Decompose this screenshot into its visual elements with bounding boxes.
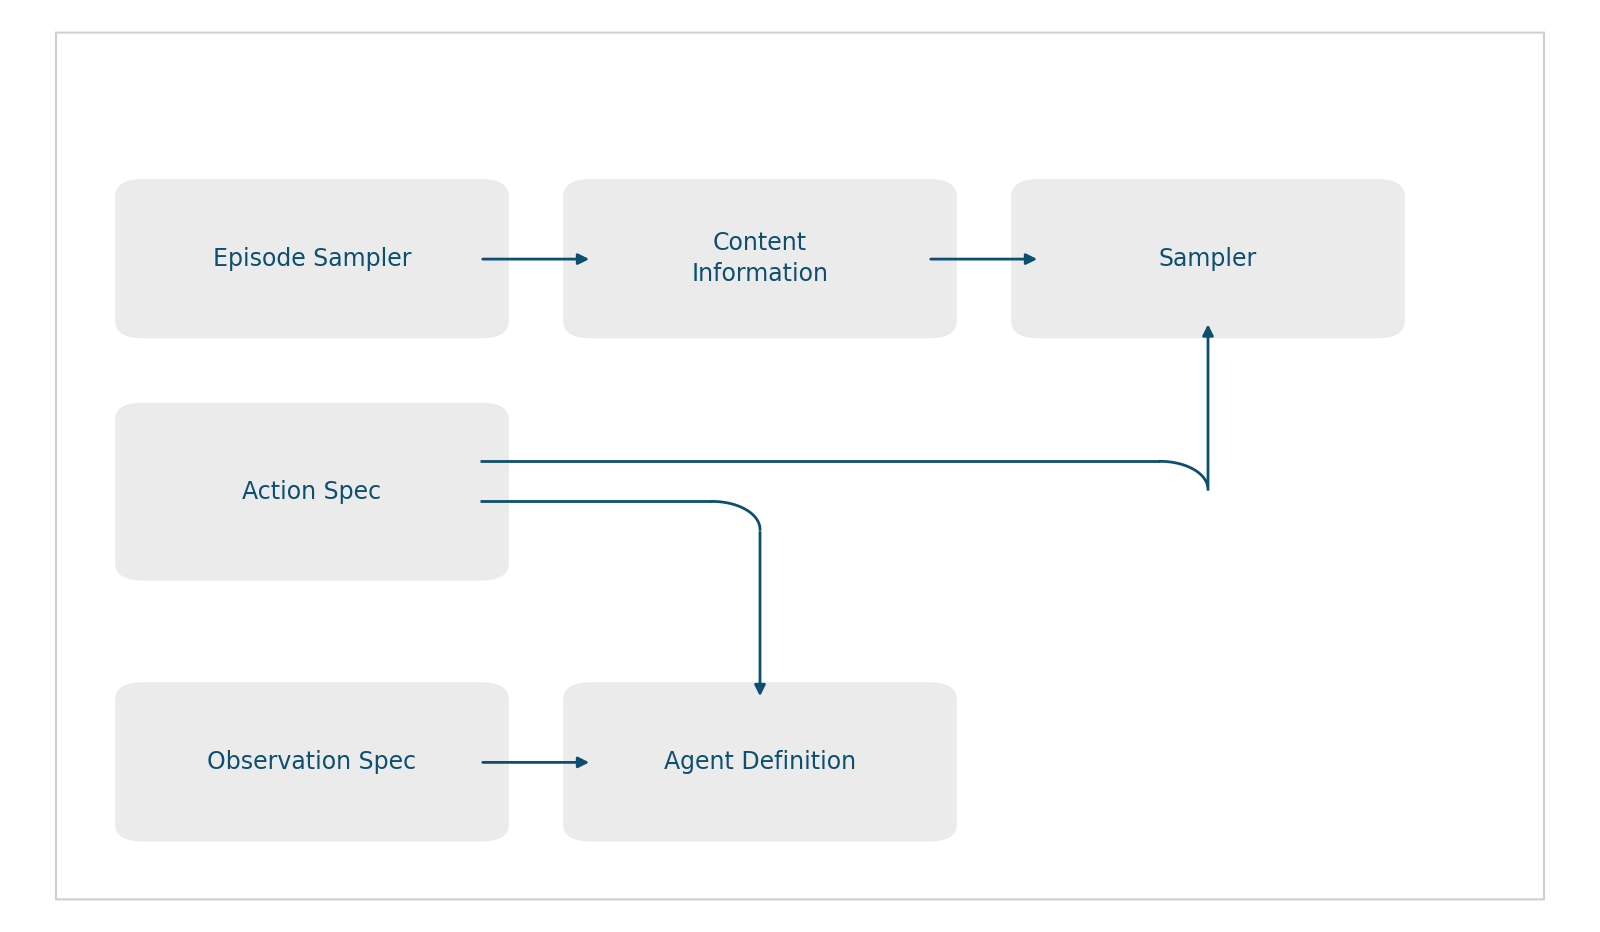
FancyBboxPatch shape	[563, 179, 957, 338]
FancyBboxPatch shape	[56, 33, 1544, 899]
FancyBboxPatch shape	[115, 179, 509, 338]
Text: Observation Spec: Observation Spec	[208, 750, 416, 774]
FancyBboxPatch shape	[563, 682, 957, 842]
FancyBboxPatch shape	[115, 682, 509, 842]
Text: Episode Sampler: Episode Sampler	[213, 247, 411, 270]
Text: Agent Definition: Agent Definition	[664, 750, 856, 774]
Text: Content
Information: Content Information	[691, 231, 829, 286]
FancyBboxPatch shape	[1011, 179, 1405, 338]
Text: Sampler: Sampler	[1158, 247, 1258, 270]
Text: Action Spec: Action Spec	[243, 480, 381, 503]
FancyBboxPatch shape	[115, 403, 509, 581]
